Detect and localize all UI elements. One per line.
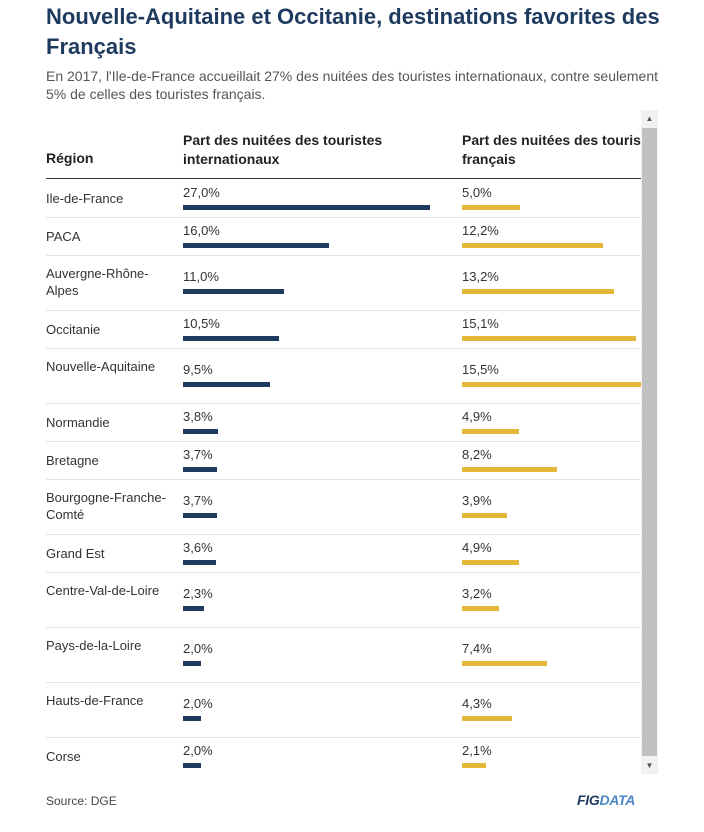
- francais-value-label: 3,2%: [462, 586, 492, 601]
- table-row: Normandie 3,8% 4,9%: [46, 403, 641, 442]
- vertical-scrollbar[interactable]: ▲ ▼: [641, 110, 658, 774]
- francais-value-label: 2,1%: [462, 743, 492, 758]
- table-row: Corse 2,0% 2,1%: [46, 737, 641, 774]
- francais-bar: [462, 336, 636, 341]
- international-value-label: 10,5%: [183, 316, 220, 331]
- international-value-label: 16,0%: [183, 223, 220, 238]
- region-name: PACA: [46, 229, 81, 244]
- table-row: Bourgogne-Franche-Comté 3,7% 3,9%: [46, 479, 641, 535]
- francais-bar: [462, 289, 614, 294]
- international-value-label: 2,3%: [183, 586, 213, 601]
- table-row: Auvergne-Rhône-Alpes 11,0% 13,2%: [46, 255, 641, 311]
- francais-bar: [462, 243, 603, 248]
- table-row: Ile-de-France 27,0% 5,0%: [46, 179, 641, 218]
- francais-value-label: 12,2%: [462, 223, 499, 238]
- region-name: Nouvelle-Aquitaine: [46, 359, 156, 374]
- region-name: Pays-de-la-Loire: [46, 638, 142, 653]
- table-row: PACA 16,0% 12,2%: [46, 217, 641, 256]
- francais-value-label: 13,2%: [462, 269, 499, 284]
- international-bar: [183, 429, 218, 434]
- international-value-label: 3,8%: [183, 409, 213, 424]
- francais-bar: [462, 763, 486, 768]
- region-name: Auvergne-Rhône-Alpes: [46, 266, 149, 298]
- table-row: Bretagne 3,7% 8,2%: [46, 441, 641, 480]
- international-bar: [183, 382, 270, 387]
- francais-bar: [462, 467, 557, 472]
- scrollbar-thumb[interactable]: [642, 128, 657, 756]
- international-value-label: 27,0%: [183, 185, 220, 200]
- table-row: Nouvelle-Aquitaine 9,5% 15,5%: [46, 348, 641, 404]
- international-value-label: 11,0%: [183, 269, 219, 284]
- international-bar: [183, 513, 217, 518]
- francais-value-label: 4,9%: [462, 540, 492, 555]
- francais-bar: [462, 716, 512, 721]
- international-bar: [183, 243, 329, 248]
- table-row: Grand Est 3,6% 4,9%: [46, 534, 641, 573]
- logo-part-data: DATA: [599, 792, 636, 808]
- international-bar: [183, 467, 217, 472]
- international-value-label: 2,0%: [183, 696, 213, 711]
- international-value-label: 2,0%: [183, 641, 213, 656]
- francais-bar: [462, 606, 499, 611]
- data-table: Région Part des nuitées des touristes in…: [46, 124, 641, 774]
- figdata-logo: FIGDATA: [577, 792, 635, 808]
- source-note: Source: DGE: [46, 794, 117, 808]
- francais-value-label: 4,9%: [462, 409, 492, 424]
- francais-bar: [462, 560, 519, 565]
- column-header-international: Part des nuitées des touristes internati…: [183, 132, 383, 167]
- table-row: Occitanie 10,5% 15,1%: [46, 310, 641, 349]
- region-name: Corse: [46, 749, 81, 764]
- logo-part-fig: FIG: [577, 792, 600, 808]
- francais-value-label: 3,9%: [462, 493, 492, 508]
- column-header-francais: Part des nuitées des touristes français: [462, 132, 641, 167]
- international-value-label: 2,0%: [183, 743, 213, 758]
- table-row: Pays-de-la-Loire 2,0% 7,4%: [46, 627, 641, 683]
- subtitle: En 2017, l'Ile-de-France accueillait 27%…: [46, 68, 659, 102]
- francais-bar: [462, 205, 520, 210]
- region-name: Normandie: [46, 415, 110, 430]
- international-bar: [183, 205, 430, 210]
- francais-bar: [462, 661, 547, 666]
- international-value-label: 9,5%: [183, 362, 213, 377]
- francais-value-label: 8,2%: [462, 447, 492, 462]
- region-name: Bourgogne-Franche-Comté: [46, 490, 166, 522]
- table-header: Région Part des nuitées des touristes in…: [46, 124, 641, 179]
- francais-value-label: 15,5%: [462, 362, 499, 377]
- international-bar: [183, 560, 216, 565]
- scroll-down-arrow-icon[interactable]: ▼: [645, 761, 654, 770]
- region-name: Ile-de-France: [46, 191, 124, 206]
- table-row: Centre-Val-de-Loire 2,3% 3,2%: [46, 572, 641, 628]
- francais-bar: [462, 382, 641, 387]
- francais-value-label: 5,0%: [462, 185, 492, 200]
- francais-bar: [462, 429, 519, 434]
- international-value-label: 3,6%: [183, 540, 213, 555]
- region-name: Occitanie: [46, 322, 101, 337]
- international-bar: [183, 661, 201, 666]
- francais-bar: [462, 513, 507, 518]
- international-bar: [183, 336, 279, 341]
- region-name: Grand Est: [46, 546, 105, 561]
- francais-value-label: 7,4%: [462, 641, 492, 656]
- international-value-label: 3,7%: [183, 447, 213, 462]
- column-header-region: Région: [46, 150, 94, 166]
- scroll-up-arrow-icon[interactable]: ▲: [645, 114, 654, 123]
- region-name: Bretagne: [46, 453, 99, 468]
- international-bar: [183, 716, 201, 721]
- francais-value-label: 15,1%: [462, 316, 499, 331]
- international-bar: [183, 763, 201, 768]
- francais-value-label: 4,3%: [462, 696, 492, 711]
- international-bar: [183, 606, 204, 611]
- international-bar: [183, 289, 284, 294]
- region-name: Hauts-de-France: [46, 693, 144, 708]
- page-title: Nouvelle-Aquitaine et Occitanie, destina…: [46, 4, 660, 59]
- table-row: Hauts-de-France 2,0% 4,3%: [46, 682, 641, 738]
- region-name: Centre-Val-de-Loire: [46, 583, 160, 598]
- international-value-label: 3,7%: [183, 493, 213, 508]
